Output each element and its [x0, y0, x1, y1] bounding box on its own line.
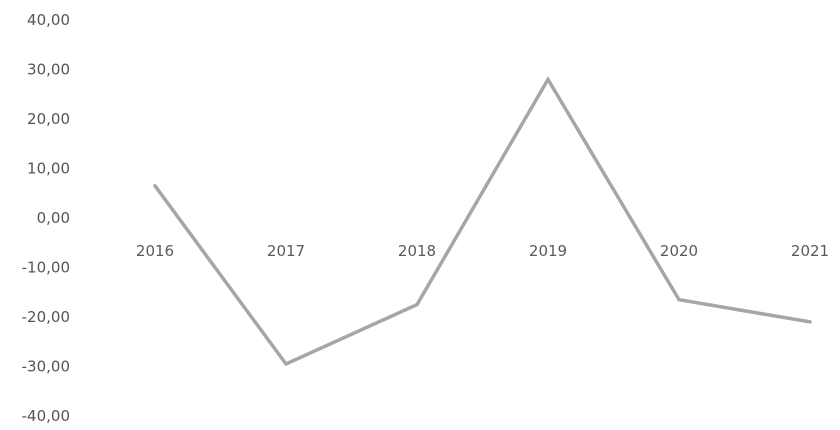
plot-area [153, 75, 812, 367]
x-category-label: 2019 [529, 242, 567, 260]
y-tick-label: -10,00 [22, 259, 70, 277]
series-line [153, 75, 812, 367]
data-point [153, 184, 157, 188]
x-category-label: 2017 [267, 242, 305, 260]
y-tick-label: 0,00 [37, 209, 70, 227]
data-point [808, 320, 812, 324]
x-axis: 2016 2017 2018 2019 2020 2021 [136, 242, 829, 260]
y-tick-label: -30,00 [22, 358, 70, 376]
y-tick-label: 40,00 [27, 11, 70, 29]
y-tick-label: -40,00 [22, 407, 70, 425]
data-point [546, 77, 550, 81]
data-point [677, 298, 681, 302]
y-tick-label: -20,00 [22, 308, 70, 326]
y-tick-label: 20,00 [27, 110, 70, 128]
y-tick-label: 10,00 [27, 160, 70, 178]
x-category-label: 2016 [136, 242, 174, 260]
y-axis: 40,00 30,00 20,00 10,00 0,00 -10,00 -20,00 -30,… [22, 11, 70, 425]
x-category-label: 2020 [660, 242, 698, 260]
x-category-label: 2018 [398, 242, 436, 260]
y-tick-label: 30,00 [27, 61, 70, 79]
data-point [284, 362, 288, 366]
data-point [415, 303, 419, 307]
x-category-label: 2021 [791, 242, 829, 260]
